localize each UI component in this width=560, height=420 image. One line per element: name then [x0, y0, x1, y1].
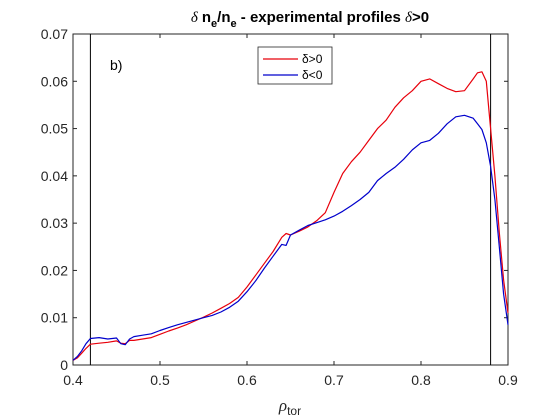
y-tick-label: 0.06	[41, 73, 68, 89]
y-tick-label: 0.01	[41, 310, 68, 326]
panel-label: b)	[110, 57, 122, 73]
y-tick-label: 0	[60, 357, 68, 373]
series-line-delta-pos	[72, 71, 509, 361]
y-tick-label: 0.05	[41, 121, 68, 137]
title-delta: δ	[191, 10, 199, 26]
x-tick-label: 0.5	[150, 372, 170, 388]
series-line-delta-neg	[72, 114, 509, 361]
title-n: n	[202, 9, 211, 26]
y-tick-label: 0.07	[41, 26, 68, 42]
legend: δ>0 δ<0	[257, 46, 333, 85]
title-rest: - experimental profiles	[237, 9, 405, 26]
y-tick-label: 0.02	[41, 262, 68, 278]
title-slash: /n	[217, 9, 230, 26]
chart-title: δ ne/ne - experimental profiles δ>0	[191, 9, 429, 30]
axis-ticks: 0.4 0.5 0.6 0.7 0.8 0.9 0 0.01 0.02 0.03 0.04 0.05 0…	[41, 26, 518, 388]
y-tick-label: 0.03	[41, 215, 68, 231]
vertical-lines	[89, 34, 492, 365]
x-tick-label: 0.8	[411, 372, 431, 388]
legend-label-neg: δ<0	[302, 68, 323, 82]
title-cond: >0	[412, 9, 429, 26]
title-sub-e: e	[211, 18, 217, 30]
title-delta2: δ	[405, 10, 413, 26]
series-group	[72, 71, 509, 361]
y-tick-label: 0.04	[41, 168, 68, 184]
legend-label-pos: δ>0	[302, 52, 323, 66]
title-sub-e2: e	[231, 18, 237, 30]
x-tick-label: 0.7	[324, 372, 344, 388]
legend-box	[257, 46, 333, 85]
x-axis-label: ρtor	[278, 396, 301, 418]
x-tick-label: 0.9	[498, 372, 518, 388]
x-label-rho: ρ	[278, 396, 287, 415]
x-tick-label: 0.6	[237, 372, 257, 388]
x-tick-label: 0.4	[63, 372, 83, 388]
x-label-sub: tor	[287, 404, 301, 418]
plot-frame	[72, 33, 509, 366]
